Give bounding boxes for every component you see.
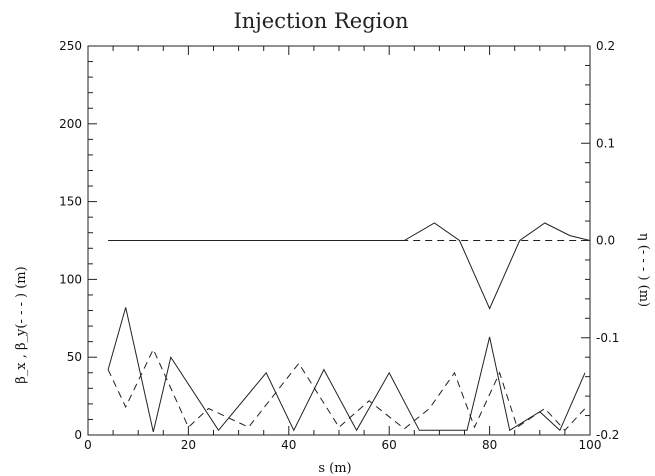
series-group: [107, 222, 591, 433]
y-tick-label-left: 250: [59, 39, 82, 53]
x-tick-label: 40: [281, 438, 296, 452]
y-tick-label-right: 0.2: [596, 39, 615, 53]
dispersion-line-2: [108, 222, 591, 310]
x-tick-label: 60: [382, 438, 397, 452]
x-tick-label: 80: [482, 438, 497, 452]
beta-line-0: [107, 307, 586, 433]
tick-labels: 0 20 40 60 80 100 0 50 100 150 200 250 -0.2 -0.1 0.0 0.…: [59, 39, 619, 452]
y-tick-label-left: 100: [59, 272, 82, 286]
y-tick-label-left: 0: [74, 428, 82, 442]
y-axis-label-left: β_x , β_y(- - - ) (m): [14, 266, 29, 383]
y-tick-label-left: 150: [59, 195, 82, 209]
y-tick-label-right: 0.0: [596, 234, 615, 248]
beta-line-1: [107, 348, 586, 432]
chart-title: Injection Region: [233, 9, 408, 33]
x-tick-label: 0: [84, 438, 92, 452]
x-axis-label: s (m): [318, 461, 351, 476]
tick-marks: [87, 45, 591, 436]
y-tick-label-left: 200: [59, 117, 82, 131]
y-axis-label-right: η (- - - ) (m): [636, 233, 651, 307]
y-tick-label-left: 50: [67, 350, 82, 364]
x-tick-label: 20: [181, 438, 196, 452]
y-tick-label-right: -0.2: [596, 428, 619, 442]
x-tick-label: 100: [579, 438, 602, 452]
y-tick-label-right: -0.1: [596, 331, 619, 345]
y-tick-label-right: 0.1: [596, 136, 615, 150]
